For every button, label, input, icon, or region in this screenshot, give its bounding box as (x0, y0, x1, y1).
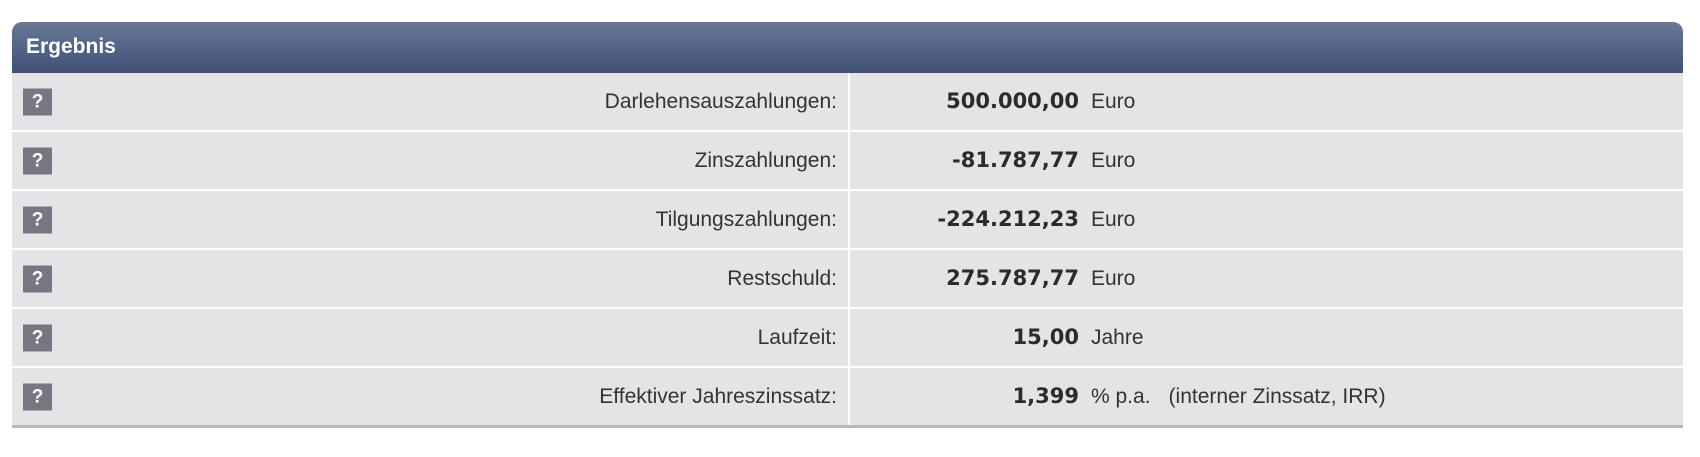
help-button[interactable]: ? (23, 324, 52, 351)
label-cell: ? Effektiver Jahreszinssatz: (12, 367, 850, 428)
table-row: ? Tilgungszahlungen: -224.212,23 Euro (12, 190, 1683, 250)
row-label: Zinszahlungen: (694, 148, 837, 172)
result-panel: Ergebnis ? Darlehensauszahlungen: 500.00… (12, 22, 1683, 428)
value-cell: 275.787,77 Euro (849, 249, 1683, 309)
help-button[interactable]: ? (23, 147, 52, 174)
row-value: 275.787,77 (946, 266, 1079, 290)
value-cell: -81.787,77 Euro (849, 131, 1683, 191)
row-value: -224.212,23 (937, 207, 1079, 231)
row-unit: Euro (1091, 149, 1136, 172)
row-unit: Euro (1091, 90, 1136, 113)
label-cell: ? Laufzeit: (12, 308, 850, 368)
help-button[interactable]: ? (23, 265, 52, 292)
table-row: ? Zinszahlungen: -81.787,77 Euro (12, 131, 1683, 191)
label-cell: ? Darlehensauszahlungen: (12, 73, 850, 132)
row-unit: Euro (1091, 208, 1136, 231)
row-note: (interner Zinssatz, IRR) (1168, 385, 1386, 408)
row-label: Restschuld: (727, 266, 837, 290)
result-table: ? Darlehensauszahlungen: 500.000,00 Euro… (12, 73, 1683, 428)
row-label: Darlehensauszahlungen: (604, 89, 837, 113)
label-cell: ? Tilgungszahlungen: (12, 190, 850, 250)
value-cell: 15,00 Jahre (849, 308, 1683, 368)
table-row: ? Laufzeit: 15,00 Jahre (12, 308, 1683, 368)
row-label: Laufzeit: (757, 325, 837, 349)
row-value: 1,399 (1012, 384, 1079, 408)
value-cell: -224.212,23 Euro (849, 190, 1683, 250)
label-cell: ? Zinszahlungen: (12, 131, 850, 191)
label-cell: ? Restschuld: (12, 249, 850, 309)
table-row: ? Darlehensauszahlungen: 500.000,00 Euro (12, 73, 1683, 132)
table-row: ? Effektiver Jahreszinssatz: 1,399 % p.a… (12, 367, 1683, 428)
row-unit: % p.a. (1091, 385, 1151, 408)
row-value: 15,00 (1012, 325, 1079, 349)
row-label: Tilgungszahlungen: (655, 207, 837, 231)
row-label: Effektiver Jahreszinssatz: (599, 384, 837, 408)
table-row: ? Restschuld: 275.787,77 Euro (12, 249, 1683, 309)
row-unit: Euro (1091, 267, 1136, 290)
panel-title: Ergebnis (12, 22, 1683, 73)
value-cell: 500.000,00 Euro (849, 73, 1683, 132)
row-value: -81.787,77 (952, 148, 1079, 172)
help-button[interactable]: ? (23, 88, 52, 115)
row-value: 500.000,00 (946, 89, 1079, 113)
help-button[interactable]: ? (23, 206, 52, 233)
row-unit: Jahre (1091, 326, 1144, 349)
help-button[interactable]: ? (23, 383, 52, 410)
value-cell: 1,399 % p.a. (interner Zinssatz, IRR) (849, 367, 1683, 428)
